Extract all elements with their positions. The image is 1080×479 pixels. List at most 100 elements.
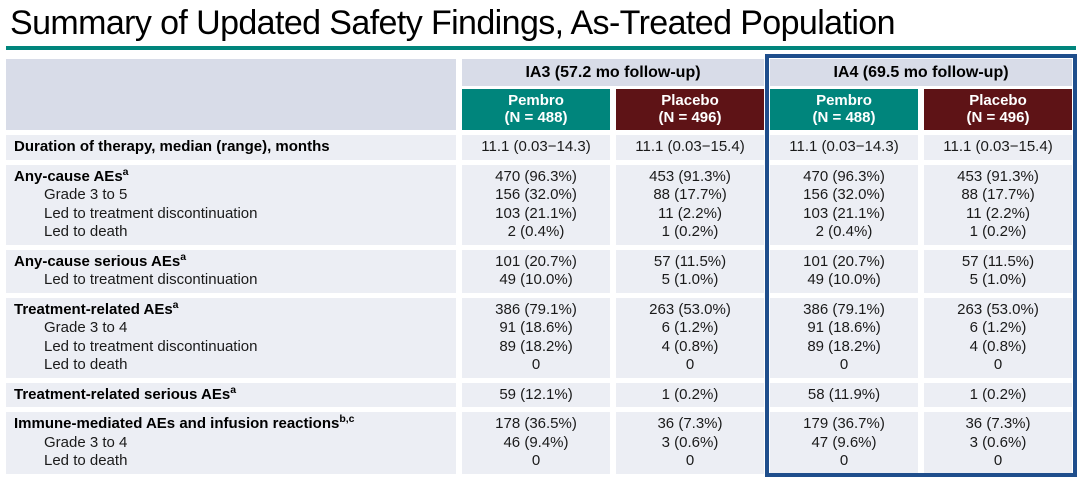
row-group: Any-cause AEsa 470 (96.3%) 453 (91.3%) 470 … [6, 164, 1072, 245]
row-label: Grade 3 to 4 [6, 319, 456, 338]
row-group: Duration of therapy, median (range), mon… [6, 135, 1072, 160]
value-cell: 59 (12.1%) [462, 382, 610, 407]
table-body: Duration of therapy, median (range), mon… [6, 135, 1072, 474]
row-label: Any-cause serious AEsa [6, 249, 456, 271]
value-cell: 58 (11.9%) [770, 382, 918, 407]
value-cell: 0 [616, 356, 764, 378]
value-cell: 2 (0.4%) [770, 223, 918, 245]
row-label: Led to treatment discontinuation [6, 204, 456, 223]
value-cell: 91 (18.6%) [770, 319, 918, 338]
value-cell: 89 (18.2%) [462, 337, 610, 356]
column-group-ia3: IA3 (57.2 mo follow-up) [462, 59, 764, 86]
value-cell: 178 (36.5%) [462, 412, 610, 434]
row-label: Treatment-related AEsa [6, 297, 456, 319]
row-label: Led to treatment discontinuation [6, 271, 456, 293]
value-cell: 47 (9.6%) [770, 433, 918, 452]
row-label: Led to death [6, 356, 456, 378]
footnote-marker: a [230, 383, 237, 396]
value-cell: 46 (9.4%) [462, 433, 610, 452]
value-cell: 0 [462, 452, 610, 474]
arm-header-ia3-placebo: Placebo (N = 496) [616, 89, 764, 130]
value-cell: 156 (32.0%) [770, 186, 918, 205]
value-cell: 263 (53.0%) [924, 297, 1072, 319]
page-title: Summary of Updated Safety Findings, As-T… [10, 4, 896, 42]
footnote-marker: a [180, 250, 187, 263]
value-cell: 263 (53.0%) [616, 297, 764, 319]
value-cell: 91 (18.6%) [462, 319, 610, 338]
value-cell: 386 (79.1%) [462, 297, 610, 319]
value-cell: 6 (1.2%) [924, 319, 1072, 338]
safety-table: IA3 (57.2 mo follow-up) IA4 (69.5 mo fol… [6, 54, 1077, 477]
value-cell: 6 (1.2%) [616, 319, 764, 338]
arm-name: Placebo [969, 92, 1027, 109]
value-cell: 0 [462, 356, 610, 378]
value-cell: 11.1 (0.03−15.4) [616, 135, 764, 160]
value-cell: 57 (11.5%) [924, 249, 1072, 271]
arm-n: (N = 496) [658, 109, 722, 126]
arm-header-ia4-pembro: Pembro (N = 488) [770, 89, 918, 130]
value-cell: 101 (20.7%) [462, 249, 610, 271]
value-cell: 36 (7.3%) [616, 412, 764, 434]
value-cell: 11.1 (0.03−14.3) [462, 135, 610, 160]
value-cell: 470 (96.3%) [770, 164, 918, 186]
value-cell: 1 (0.2%) [924, 223, 1072, 245]
arm-n: (N = 496) [966, 109, 1030, 126]
table-header: IA3 (57.2 mo follow-up) IA4 (69.5 mo fol… [6, 59, 1072, 130]
row-label: Led to treatment discontinuation [6, 337, 456, 356]
value-cell: 4 (0.8%) [616, 337, 764, 356]
arm-n: (N = 488) [504, 109, 568, 126]
footnote-marker: b,c [339, 413, 355, 425]
row-label: Duration of therapy, median (range), mon… [6, 135, 456, 160]
value-cell: 2 (0.4%) [462, 223, 610, 245]
row-group: Treatment-related serious AEsa 59 (12.1%)… [6, 382, 1072, 407]
value-cell: 88 (17.7%) [616, 186, 764, 205]
title-rule [6, 46, 1076, 50]
value-cell: 1 (0.2%) [924, 382, 1072, 407]
value-cell: 3 (0.6%) [924, 433, 1072, 452]
value-cell: 0 [924, 356, 1072, 378]
value-cell: 179 (36.7%) [770, 412, 918, 434]
arm-header-ia4-placebo: Placebo (N = 496) [924, 89, 1072, 130]
row-label: Treatment-related serious AEsa [6, 382, 456, 407]
row-group: Any-cause serious AEsa 101 (20.7%) 57 (11.… [6, 249, 1072, 293]
row-label: Grade 3 to 5 [6, 186, 456, 205]
value-cell: 36 (7.3%) [924, 412, 1072, 434]
footnote-marker: a [122, 165, 129, 178]
row-label: Grade 3 to 4 [6, 433, 456, 452]
footnote-marker: a [172, 298, 179, 311]
row-label: Immune-mediated AEs and infusion reactio… [6, 412, 456, 434]
value-cell: 0 [770, 356, 918, 378]
arm-name: Pembro [816, 92, 872, 109]
value-cell: 49 (10.0%) [462, 271, 610, 293]
row-label: Led to death [6, 452, 456, 474]
value-cell: 4 (0.8%) [924, 337, 1072, 356]
row-group: Treatment-related AEsa 386 (79.1%) 263 (53… [6, 297, 1072, 378]
value-cell: 5 (1.0%) [616, 271, 764, 293]
value-cell: 3 (0.6%) [616, 433, 764, 452]
corner-cell [6, 59, 456, 130]
value-cell: 103 (21.1%) [770, 204, 918, 223]
value-cell: 57 (11.5%) [616, 249, 764, 271]
value-cell: 1 (0.2%) [616, 223, 764, 245]
value-cell: 89 (18.2%) [770, 337, 918, 356]
row-label: Any-cause AEsa [6, 164, 456, 186]
value-cell: 1 (0.2%) [616, 382, 764, 407]
value-cell: 453 (91.3%) [616, 164, 764, 186]
row-group: Immune-mediated AEs and infusion reactio… [6, 412, 1072, 474]
value-cell: 0 [770, 452, 918, 474]
value-cell: 386 (79.1%) [770, 297, 918, 319]
value-cell: 11 (2.2%) [924, 204, 1072, 223]
value-cell: 5 (1.0%) [924, 271, 1072, 293]
column-group-ia4: IA4 (69.5 mo follow-up) [770, 59, 1072, 86]
value-cell: 0 [616, 452, 764, 474]
value-cell: 101 (20.7%) [770, 249, 918, 271]
arm-name: Pembro [508, 92, 564, 109]
arm-header-ia3-pembro: Pembro (N = 488) [462, 89, 610, 130]
arm-n: (N = 488) [812, 109, 876, 126]
value-cell: 453 (91.3%) [924, 164, 1072, 186]
value-cell: 49 (10.0%) [770, 271, 918, 293]
value-cell: 11.1 (0.03−15.4) [924, 135, 1072, 160]
value-cell: 103 (21.1%) [462, 204, 610, 223]
value-cell: 156 (32.0%) [462, 186, 610, 205]
